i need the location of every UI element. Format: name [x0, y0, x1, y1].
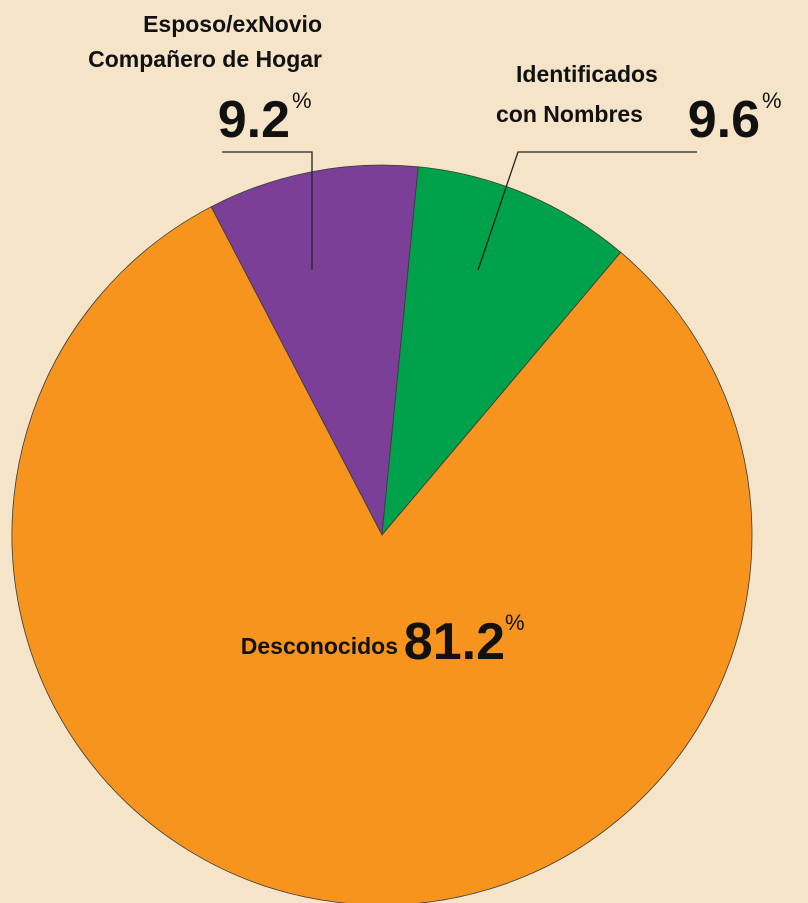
- slice-unit: %: [762, 88, 782, 113]
- slice-label: Desconocidos: [241, 633, 398, 659]
- slice-unit: %: [292, 88, 312, 113]
- slice-value: 9.6: [688, 91, 760, 149]
- slice-unit: %: [505, 610, 525, 635]
- slice-label: Esposo/exNovio: [143, 11, 322, 37]
- leader-line: [477, 151, 697, 271]
- slice-value: 9.2: [218, 91, 290, 149]
- slice-label: Identificados: [516, 61, 658, 87]
- slice-label: Compañero de Hogar: [88, 46, 322, 72]
- slice-value: 81.2: [404, 613, 505, 671]
- slice-label: con Nombres: [496, 101, 643, 127]
- pie-slice: [381, 166, 622, 537]
- leader-line: [222, 151, 313, 270]
